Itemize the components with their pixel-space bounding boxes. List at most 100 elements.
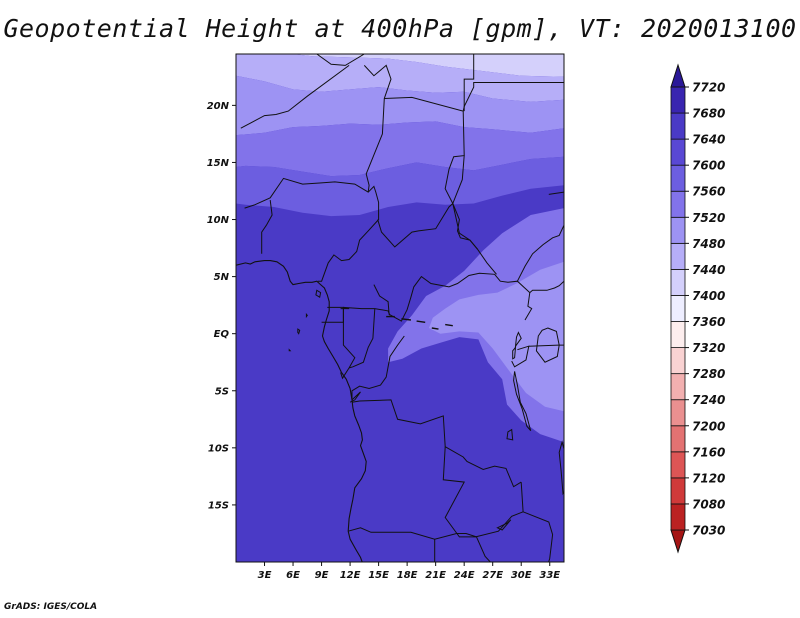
colorbar-label: 7440: [692, 263, 725, 277]
colorbar-label: 7680: [692, 107, 725, 121]
coastline: [236, 260, 367, 562]
colorbar-label: 7030: [692, 524, 725, 538]
x-tick-label: 24E: [454, 570, 475, 581]
political-borders-layer: [236, 54, 564, 562]
colorbar-label: 7200: [692, 419, 725, 433]
x-tick-label: 15E: [368, 570, 389, 581]
country-border: [462, 82, 564, 112]
river-dash: [431, 327, 439, 330]
colorbar: 7030 7080 7120 7160 7200 7240 7280 7320 7360 7400…: [670, 63, 725, 554]
colorbar-label: 7520: [692, 211, 725, 225]
colorbar-label: 7720: [692, 81, 725, 95]
y-tick-label: 10S: [208, 443, 229, 454]
country-border: [348, 308, 376, 369]
contour-region-north-band-3: [236, 75, 564, 136]
contour-region-north-band-5: [236, 156, 564, 217]
colorbar-segment: [670, 190, 686, 218]
y-tick-label: 15N: [207, 158, 230, 169]
y-tick-label: 10N: [207, 215, 230, 226]
river-dash: [401, 318, 411, 321]
colorbar-segment: [670, 216, 686, 244]
colorbar-label: 7320: [692, 341, 725, 355]
country-border: [348, 527, 477, 540]
colorbar-segment: [670, 321, 686, 348]
country-border: [351, 399, 522, 488]
lake-outline: [512, 345, 517, 360]
colorbar-min-arrow: [670, 529, 686, 554]
x-tick-label: 6E: [286, 570, 300, 581]
colorbar-label: 7120: [692, 471, 725, 485]
lake-outline: [558, 440, 564, 496]
colorbar-segment: [670, 138, 686, 166]
colorbar-segment: [670, 451, 686, 479]
y-tick-label: 20N: [207, 101, 230, 112]
colorbar-segment: [670, 242, 686, 270]
x-tick-label: 33E: [539, 570, 560, 581]
country-border: [351, 335, 405, 400]
country-border: [463, 54, 475, 112]
contour-fill-layer: [236, 54, 564, 562]
island-outline: [315, 289, 322, 298]
colorbar-segment: [670, 347, 686, 375]
country-border: [516, 224, 564, 282]
colorbar-label: 7400: [692, 289, 725, 303]
island-outline: [305, 312, 308, 319]
colorbar-segment: [670, 477, 686, 505]
y-tick-label: 15S: [208, 500, 229, 511]
country-border: [548, 191, 564, 195]
map-frame: [235, 53, 565, 563]
colorbar-segment: [670, 269, 686, 296]
country-border: [524, 292, 533, 321]
island-outline: [297, 328, 301, 335]
lake-outline: [535, 327, 560, 363]
map-axes: 3E 6E 9E 12E 15E 18E 21E 24E 27E 30E 33E 20N 15N 10N 5…: [207, 101, 561, 581]
contour-region-north-band-4: [236, 121, 564, 177]
x-tick-label: 9E: [315, 570, 329, 581]
river-dash: [445, 323, 453, 327]
colorbar-segment: [670, 164, 686, 192]
country-border: [261, 200, 273, 254]
colorbar-label: 7560: [692, 185, 725, 199]
x-tick-label: 3E: [258, 570, 272, 581]
colorbar-segment: [670, 112, 686, 140]
x-tick-label: 12E: [340, 570, 361, 581]
x-tick-label: 30E: [511, 570, 532, 581]
country-border: [529, 280, 564, 293]
country-border: [340, 307, 356, 380]
country-border: [442, 446, 524, 538]
colorbar-segment: [670, 295, 686, 322]
country-border: [511, 345, 530, 368]
country-border: [528, 344, 564, 386]
country-border: [384, 96, 465, 204]
country-border: [244, 177, 380, 282]
country-border: [476, 536, 491, 562]
colorbar-label: 7240: [692, 393, 725, 407]
colorbar-label: 7360: [692, 315, 725, 329]
y-tick-label: EQ: [214, 329, 230, 340]
map-title: Geopotential Height at 400hPa [gpm], VT:…: [3, 14, 797, 43]
colorbar-segment: [670, 86, 686, 114]
lake-outline: [506, 428, 514, 441]
country-border: [240, 64, 350, 129]
colorbar-segment: [670, 399, 686, 427]
contour-region-north-band-2: [236, 54, 564, 102]
grads-credit: GrADS: IGES/COLA: [4, 602, 98, 612]
colorbar-label: 7280: [692, 367, 725, 381]
y-tick-label: 5N: [214, 272, 230, 283]
colorbar-segment: [670, 503, 686, 531]
colorbar-label: 7600: [692, 159, 725, 173]
river-dash: [416, 320, 426, 323]
colorbar-label: 7480: [692, 237, 725, 251]
x-tick-label: 27E: [482, 570, 503, 581]
island-outline: [288, 348, 292, 352]
colorbar-segment: [670, 425, 686, 453]
contour-region-east-higher-region: [429, 261, 564, 412]
country-border: [316, 54, 365, 66]
colorbar-label: 7080: [692, 497, 725, 511]
contour-region-north-band-1: [293, 54, 564, 77]
lake-outline: [496, 519, 512, 531]
y-tick-label: 5S: [215, 386, 229, 397]
lake-outline: [513, 371, 532, 432]
lake-outline: [514, 331, 522, 349]
